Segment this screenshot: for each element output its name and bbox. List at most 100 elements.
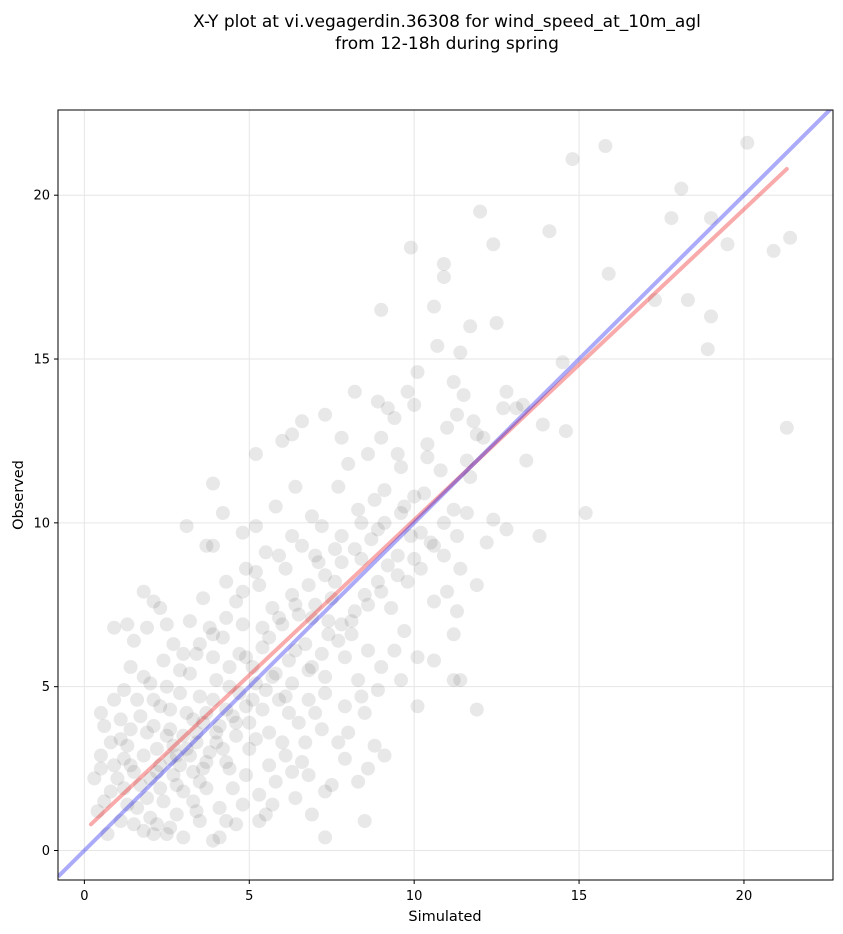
data-point <box>212 800 227 815</box>
data-point <box>117 751 131 766</box>
scatter-points <box>87 135 798 848</box>
data-point <box>779 420 794 435</box>
data-point <box>400 574 415 589</box>
data-point <box>245 660 260 674</box>
data-point <box>427 594 441 609</box>
data-point <box>453 561 468 576</box>
data-point <box>598 139 613 153</box>
data-point <box>314 519 329 534</box>
data-point <box>374 660 389 674</box>
data-point <box>304 509 319 524</box>
y-tick-label: 5 <box>42 680 50 695</box>
data-point <box>347 604 362 619</box>
data-point <box>357 814 372 828</box>
data-point <box>199 538 214 553</box>
data-point <box>301 578 316 593</box>
data-point <box>159 827 174 842</box>
data-point <box>463 470 478 484</box>
data-point <box>407 551 422 566</box>
data-point <box>219 755 234 769</box>
chart-title-line-2: from 12-18h during spring <box>335 34 559 54</box>
data-point <box>403 529 418 543</box>
data-point <box>680 293 695 307</box>
data-point <box>103 735 118 750</box>
data-point <box>272 610 286 625</box>
identity-line <box>58 110 833 879</box>
data-point <box>466 414 481 429</box>
data-point <box>410 699 425 714</box>
data-point <box>516 397 530 412</box>
data-point <box>107 620 122 635</box>
data-point <box>469 427 484 442</box>
data-point <box>166 637 181 652</box>
data-point <box>209 673 224 688</box>
data-point <box>374 430 389 445</box>
data-point <box>308 705 323 720</box>
data-point <box>219 814 234 828</box>
plot-frame <box>57 109 834 881</box>
data-point <box>126 764 141 779</box>
data-point <box>334 529 349 543</box>
data-point <box>117 683 131 697</box>
data-point <box>252 787 267 802</box>
data-point <box>351 502 366 517</box>
data-point <box>281 653 296 668</box>
data-point <box>337 650 352 665</box>
data-point <box>248 732 263 747</box>
data-point <box>262 725 277 740</box>
data-point <box>298 637 313 652</box>
data-point <box>186 712 201 727</box>
data-point <box>248 447 263 461</box>
data-point <box>387 643 402 658</box>
data-point <box>394 673 408 688</box>
data-point <box>420 450 435 465</box>
data-point <box>344 627 359 642</box>
data-point <box>453 673 468 688</box>
data-point <box>268 774 283 789</box>
data-point <box>446 375 461 389</box>
data-point <box>427 653 441 668</box>
data-point <box>225 781 240 796</box>
data-point <box>239 768 253 783</box>
data-point <box>331 633 346 648</box>
x-tick-label: 0 <box>80 889 88 904</box>
data-point <box>169 807 184 822</box>
data-point <box>202 745 217 760</box>
data-point <box>239 699 253 714</box>
data-point <box>347 384 362 399</box>
data-point <box>255 620 270 635</box>
data-point <box>123 758 138 773</box>
data-point <box>314 722 329 737</box>
data-point <box>93 761 108 776</box>
data-point <box>166 738 181 753</box>
data-point <box>192 637 207 652</box>
data-point <box>558 424 573 439</box>
data-point <box>275 735 290 750</box>
data-point <box>179 741 194 756</box>
y-axis-ticks: 0 5 10 15 20 <box>33 189 58 859</box>
data-point <box>459 453 474 468</box>
data-point <box>196 761 211 776</box>
data-point <box>400 384 415 399</box>
data-point <box>407 397 422 412</box>
data-point <box>334 430 349 445</box>
data-point <box>235 797 250 812</box>
data-point <box>123 722 138 737</box>
data-point <box>173 663 187 678</box>
data-point <box>113 814 128 828</box>
data-point <box>565 152 580 167</box>
data-point <box>413 561 428 576</box>
data-point <box>450 407 464 422</box>
data-point <box>720 237 735 252</box>
data-point <box>255 640 270 655</box>
data-point <box>186 794 201 809</box>
data-point <box>285 529 300 543</box>
data-point <box>374 302 389 317</box>
data-point <box>298 735 313 750</box>
data-point <box>140 791 154 806</box>
data-point <box>440 584 455 599</box>
data-point <box>199 755 214 769</box>
data-point <box>258 683 273 697</box>
data-point <box>341 725 356 740</box>
